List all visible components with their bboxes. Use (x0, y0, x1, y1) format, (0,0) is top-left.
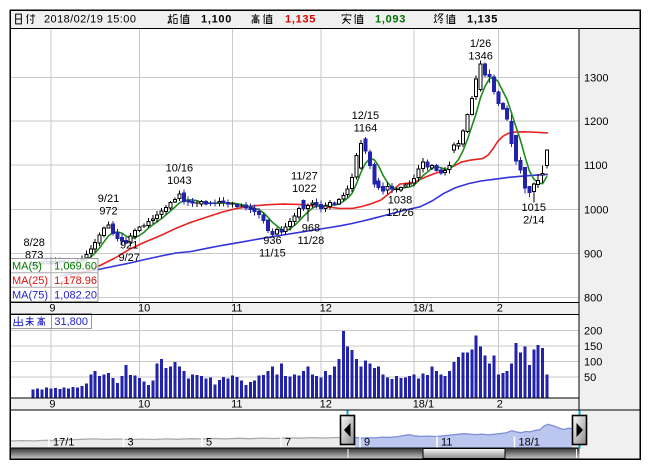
svg-text:1022: 1022 (292, 183, 316, 195)
svg-text:1,135: 1,135 (467, 14, 498, 26)
svg-text:11: 11 (441, 437, 452, 449)
svg-text:1038: 1038 (388, 195, 412, 207)
svg-text:9: 9 (49, 303, 55, 315)
svg-text:1,178.96: 1,178.96 (54, 275, 97, 287)
svg-text:12/15: 12/15 (352, 110, 380, 122)
svg-text:1,093: 1,093 (375, 14, 406, 26)
svg-text:10: 10 (138, 303, 150, 315)
svg-text:50: 50 (584, 372, 596, 384)
svg-text:1164: 1164 (354, 123, 378, 135)
svg-text:MA(25): MA(25) (12, 275, 48, 287)
svg-text:11: 11 (231, 399, 242, 411)
svg-text:968: 968 (302, 223, 320, 235)
svg-text:9/27: 9/27 (118, 252, 139, 264)
svg-text:10/16: 10/16 (166, 163, 194, 175)
svg-text:18/1: 18/1 (519, 437, 540, 449)
svg-text:936: 936 (263, 235, 281, 247)
svg-text:972: 972 (99, 206, 117, 218)
svg-text:7: 7 (285, 437, 291, 449)
svg-text:18/1: 18/1 (413, 303, 434, 315)
svg-text:5: 5 (206, 437, 212, 449)
svg-text:8/28: 8/28 (23, 237, 44, 249)
svg-text:200: 200 (584, 325, 602, 337)
svg-text:1,135: 1,135 (285, 14, 316, 26)
svg-text:11/27: 11/27 (291, 171, 318, 183)
svg-text:921: 921 (120, 240, 138, 252)
svg-text:9: 9 (49, 399, 55, 411)
svg-text:2: 2 (497, 399, 503, 411)
svg-text:12: 12 (320, 303, 332, 315)
svg-text:1100: 1100 (584, 160, 608, 172)
svg-text:900: 900 (584, 249, 602, 261)
svg-text:11/15: 11/15 (259, 248, 286, 260)
svg-text:MA(5): MA(5) (12, 261, 42, 273)
svg-text:1/26: 1/26 (470, 38, 491, 50)
svg-text:1043: 1043 (167, 175, 191, 187)
svg-text:2/14: 2/14 (523, 215, 544, 227)
svg-text:2: 2 (497, 303, 503, 315)
svg-text:100: 100 (584, 356, 602, 368)
svg-text:2018/02/19 15:00: 2018/02/19 15:00 (44, 14, 136, 26)
svg-text:9: 9 (364, 437, 370, 449)
svg-text:9/21: 9/21 (98, 193, 119, 205)
svg-text:MA(75): MA(75) (12, 289, 48, 301)
svg-text:1200: 1200 (584, 116, 608, 128)
svg-text:11/28: 11/28 (298, 235, 325, 247)
svg-text:3: 3 (128, 437, 134, 449)
svg-text:31,800: 31,800 (54, 316, 88, 328)
svg-text:1346: 1346 (468, 51, 492, 63)
svg-text:12/26: 12/26 (386, 207, 414, 219)
svg-text:1300: 1300 (584, 72, 608, 84)
svg-text:1,082.20: 1,082.20 (54, 289, 97, 301)
svg-text:17/1: 17/1 (53, 437, 74, 449)
svg-text:11: 11 (231, 303, 242, 315)
svg-text:18/1: 18/1 (413, 399, 434, 411)
svg-text:1,069.60: 1,069.60 (54, 261, 97, 273)
svg-text:12: 12 (320, 399, 332, 411)
svg-text:150: 150 (584, 341, 602, 353)
svg-text:1015: 1015 (522, 202, 546, 214)
svg-text:1000: 1000 (584, 205, 608, 217)
svg-text:10: 10 (138, 399, 150, 411)
svg-text:1,100: 1,100 (201, 14, 232, 26)
svg-text:800: 800 (584, 292, 602, 304)
